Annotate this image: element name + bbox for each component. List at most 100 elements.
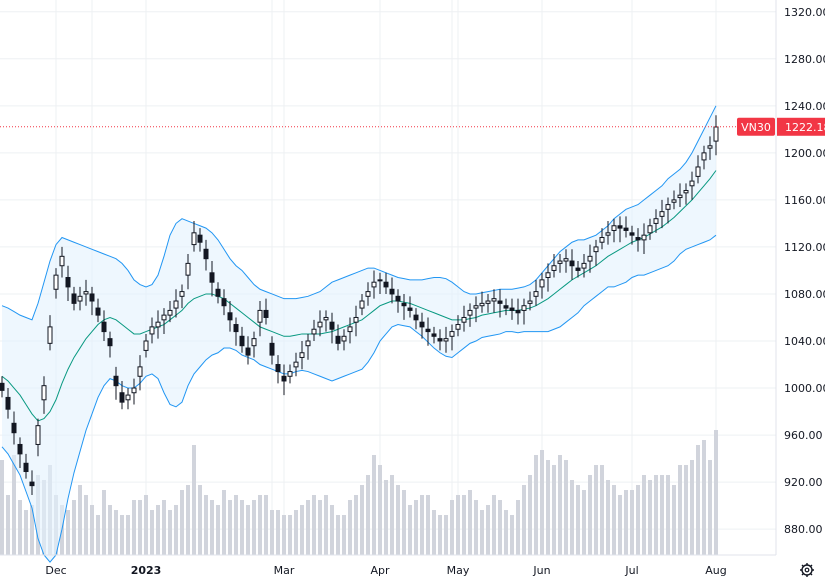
candle [335, 324, 341, 351]
candle-body [641, 234, 647, 241]
volume-bar [72, 500, 76, 555]
candle-body [107, 338, 113, 347]
candle [695, 155, 701, 184]
volume-bar [384, 480, 388, 555]
candle-body [113, 375, 119, 387]
volume-bar [222, 490, 226, 555]
candle [449, 324, 455, 351]
volume-bar [144, 495, 148, 555]
volume-bar [492, 495, 496, 555]
volume-bar [690, 460, 694, 555]
candle [65, 265, 71, 302]
volume-bar [78, 485, 82, 555]
volume-bar [480, 510, 484, 555]
candle-body [365, 291, 371, 297]
candle [239, 326, 245, 353]
candle-body [335, 335, 341, 344]
candle-body [233, 324, 239, 333]
volume-bar [498, 500, 502, 555]
candle-body [83, 291, 89, 295]
candle-body [53, 274, 59, 290]
candle-body [587, 255, 593, 262]
candle [275, 355, 281, 384]
candle-body [35, 425, 41, 445]
time-axis[interactable]: Dec 2023 Mar Apr May Jun Jul Aug [0, 554, 776, 577]
volume-bar [456, 495, 460, 555]
volume-bar [12, 455, 16, 555]
candle [209, 261, 215, 297]
candle [665, 197, 671, 224]
price-tick-label: 1320.00 [784, 6, 825, 19]
candle [629, 225, 635, 245]
candle-body [419, 321, 425, 328]
candle [611, 218, 617, 243]
volume-bar [678, 465, 682, 555]
candle [305, 333, 311, 360]
candle-body [5, 396, 11, 410]
candle [125, 388, 131, 410]
candle [23, 453, 29, 479]
volume-bar [90, 505, 94, 555]
volume-bar [486, 505, 490, 555]
volume-bar [168, 510, 172, 555]
candle [107, 331, 113, 358]
candle [683, 183, 689, 205]
candle-body [179, 291, 185, 297]
candle [257, 301, 263, 337]
volume-bar [624, 490, 628, 555]
volume-bar [138, 500, 142, 555]
volume-bar [312, 495, 316, 555]
candle [617, 216, 623, 243]
price-tick-label: 920.00 [784, 476, 823, 489]
candle-body [299, 352, 305, 358]
candle-body [257, 309, 263, 323]
volume-bar [174, 505, 178, 555]
candle-body [377, 279, 383, 282]
candle [155, 310, 161, 339]
candle-body [527, 300, 533, 304]
candle [401, 293, 407, 320]
volume-bar [360, 485, 364, 555]
candle [491, 289, 497, 313]
candle [623, 216, 629, 238]
volume-bar [474, 500, 478, 555]
candle [35, 418, 41, 457]
volume-bar [228, 500, 232, 555]
bb-lower-line [1, 234, 717, 563]
candle-body [443, 338, 449, 342]
candle-body [251, 338, 257, 347]
volume-bar [240, 500, 244, 555]
candle [293, 352, 299, 377]
volume-bar [558, 455, 562, 555]
candle-body [701, 152, 707, 161]
candle-body [281, 375, 287, 382]
candle-body [689, 180, 695, 187]
candle-body [29, 481, 35, 487]
volume-bar [654, 475, 658, 555]
candle [587, 244, 593, 273]
candle [263, 298, 269, 325]
volume-bar [150, 510, 154, 555]
candle-body [71, 293, 77, 304]
volume-bar [198, 485, 202, 555]
volume-bar [270, 510, 274, 555]
volume-bar [192, 445, 196, 555]
volume-bar [438, 515, 442, 555]
candle-body [461, 316, 467, 323]
candle [47, 315, 53, 351]
price-axis[interactable]: 1320.00 1280.00 1240.00 1200.00 1160.00 1120.… [775, 0, 825, 555]
settings-gear-icon[interactable] [797, 560, 817, 580]
volume-bar [132, 500, 136, 555]
volume-bar [660, 475, 664, 555]
candle-body [575, 267, 581, 271]
volume-bar [120, 515, 124, 555]
volume-bar [24, 510, 28, 555]
candle-body [407, 307, 413, 311]
candle-body [275, 364, 281, 373]
candle [557, 253, 563, 273]
volume-bar [510, 515, 514, 555]
volume-bar [648, 480, 652, 555]
candle-body [167, 309, 173, 316]
candle [197, 228, 203, 252]
